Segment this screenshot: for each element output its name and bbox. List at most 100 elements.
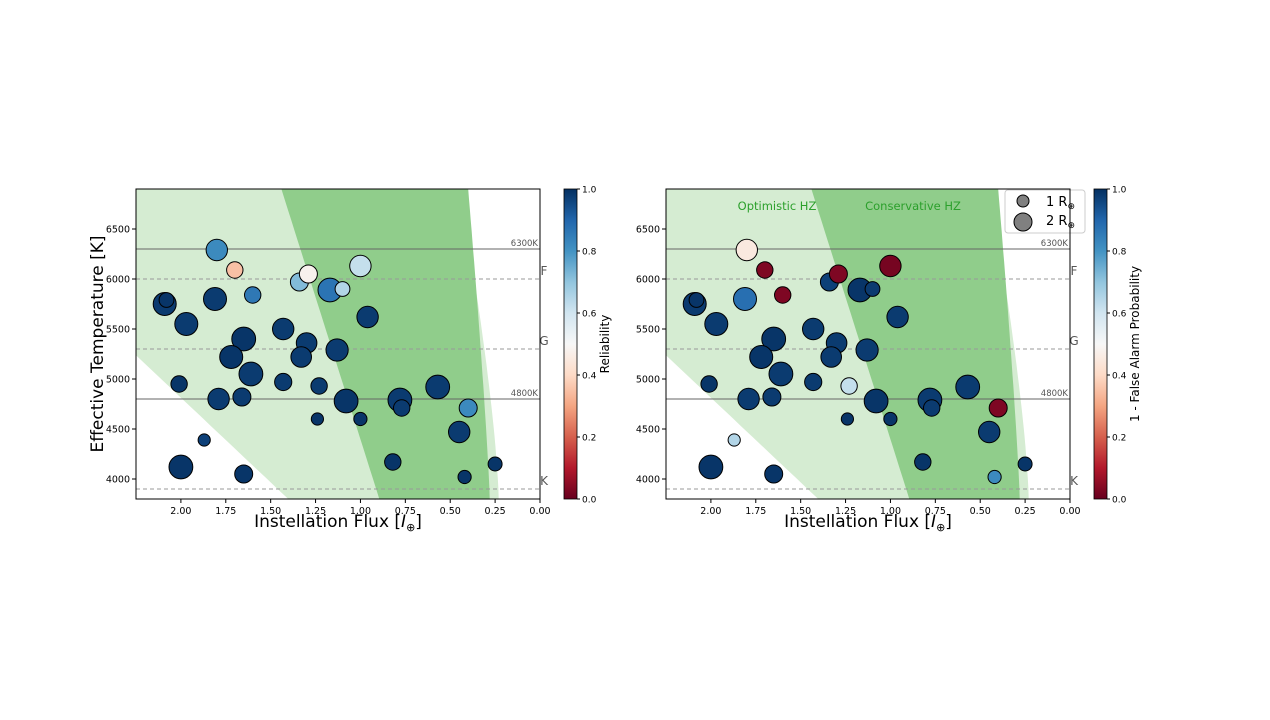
colorbar-tick-label: 1.0 (582, 186, 597, 196)
data-point (698, 454, 724, 480)
x-tick-label: 1.50 (260, 506, 281, 517)
colorbar-tick-label: 0.8 (1112, 248, 1127, 258)
data-point (334, 281, 351, 297)
plot-frame (135, 188, 541, 500)
data-point (735, 238, 758, 262)
data-point (727, 433, 741, 447)
data-point (203, 287, 227, 311)
plot-frame (665, 188, 1071, 500)
colorbar-tick-label: 0.4 (582, 372, 597, 382)
data-point (457, 469, 472, 485)
data-point (168, 454, 194, 480)
reference-line-label: G (539, 334, 548, 348)
colorbar-ticks: 0.0 0.2 0.4 0.6 0.8 1.0 (577, 186, 597, 506)
y-tick-label: 4500 (106, 425, 130, 436)
colorbar-tick-label: 1.0 (1112, 186, 1127, 196)
y-axis-label: Effective Temperature [K] (88, 235, 108, 452)
reference-line-label: 6300K (1041, 239, 1069, 249)
y-tick-label: 5500 (106, 325, 130, 336)
data-point (774, 286, 792, 304)
data-point (333, 388, 359, 414)
x-tick-label: 2.00 (700, 506, 721, 517)
legend-marker-2re (1013, 212, 1033, 232)
x-tick-label: 0.75 (925, 506, 946, 517)
data-point (310, 412, 324, 426)
x-tick-label: 1.00 (880, 506, 901, 517)
x-tick-label: 1.50 (790, 506, 811, 517)
data-point (840, 377, 858, 395)
scatter-points (152, 238, 503, 485)
x-tick-label: 1.25 (835, 506, 856, 517)
data-point (384, 453, 402, 471)
data-point (174, 312, 199, 336)
colorbar-ticks: 0.0 0.2 0.4 0.6 0.8 1.0 (1107, 186, 1127, 506)
data-point (356, 305, 379, 329)
data-point (353, 411, 368, 427)
colorbar (1093, 188, 1108, 500)
y-tick-label: 4000 (106, 475, 130, 486)
x-tick-label: 0.25 (485, 506, 506, 517)
data-point (310, 377, 328, 395)
data-point (290, 346, 313, 368)
data-point (978, 420, 1001, 444)
data-point (820, 346, 843, 368)
reference-line-labels: 6300K F G 4800K K (511, 239, 549, 488)
data-point (226, 261, 244, 279)
data-point (764, 464, 784, 484)
x-axis-label: Instellation Flux [I⊕] (784, 512, 952, 534)
y-tick-label: 4000 (636, 475, 660, 486)
data-point (272, 317, 295, 341)
colorbar-tick-label: 0.8 (582, 248, 597, 258)
data-point (325, 338, 349, 362)
x-tick-label: 0.50 (440, 506, 461, 517)
x-axis-ticks: 2.00 1.75 1.50 1.25 1.00 0.75 0.50 0.25 0.00 (700, 499, 1081, 517)
data-point (700, 375, 718, 393)
y-tick-label: 4500 (636, 425, 660, 436)
x-tick-label: 0.75 (395, 506, 416, 517)
colorbar-tick-label: 0.2 (582, 434, 596, 444)
data-point (879, 254, 902, 278)
x-tick-label: 1.75 (215, 506, 236, 517)
data-point (863, 388, 889, 414)
y-tick-label: 6000 (636, 275, 660, 286)
reference-line-labels: 6300K F G 4800K K (1041, 239, 1079, 488)
left-panel: 6300K F G 4800K K 2.00 1.75 1.50 1.25 1.00 0.75 0.… (88, 186, 612, 535)
data-point (704, 312, 729, 336)
data-point (762, 387, 782, 407)
data-point (828, 264, 848, 284)
data-point (170, 375, 188, 393)
data-point (425, 374, 451, 400)
y-tick-label: 6500 (106, 225, 130, 236)
data-point (733, 287, 757, 311)
x-tick-label: 1.75 (745, 506, 766, 517)
conservative-hz-label: Conservative HZ (865, 199, 961, 213)
colorbar-tick-label: 0.0 (582, 496, 597, 506)
y-tick-label: 5500 (636, 325, 660, 336)
reference-line-label: 4800K (1041, 389, 1069, 399)
conservative-hz-band (811, 189, 1020, 499)
y-tick-label: 5000 (636, 375, 660, 386)
data-point (804, 372, 823, 392)
y-tick-label: 6500 (636, 225, 660, 236)
y-axis-ticks: 4000 4500 5000 5500 6000 6500 (636, 225, 666, 486)
data-point (349, 254, 372, 278)
colorbar-tick-label: 0.6 (582, 310, 597, 320)
data-point (883, 411, 898, 427)
data-point (232, 387, 252, 407)
conservative-hz-band (281, 189, 490, 499)
data-point (238, 361, 264, 387)
size-legend: 1 R⊕ 2 R⊕ (1004, 189, 1086, 234)
right-panel: 6300K F G 4800K K Optimistic HZ Conservative… (636, 186, 1142, 535)
reference-line-label: 4800K (511, 389, 539, 399)
x-tick-label: 2.00 (170, 506, 191, 517)
data-point (864, 281, 881, 297)
x-axis-label: Instellation Flux [I⊕] (254, 512, 422, 534)
data-point (158, 292, 175, 308)
colorbar-tick-label: 0.2 (1112, 434, 1126, 444)
colorbar-label: 1 - False Alarm Probability (1128, 266, 1142, 422)
data-point (988, 398, 1008, 418)
data-point (688, 292, 705, 308)
x-axis-ticks: 2.00 1.75 1.50 1.25 1.00 0.75 0.50 0.25 0.00 (170, 499, 551, 517)
legend-label-2re: 2 R⊕ (1046, 214, 1075, 231)
